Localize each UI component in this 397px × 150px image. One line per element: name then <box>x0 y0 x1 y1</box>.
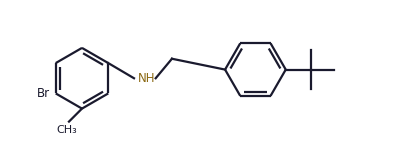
Text: Br: Br <box>37 87 50 100</box>
Text: CH₃: CH₃ <box>56 125 77 135</box>
Text: NH: NH <box>138 72 156 85</box>
